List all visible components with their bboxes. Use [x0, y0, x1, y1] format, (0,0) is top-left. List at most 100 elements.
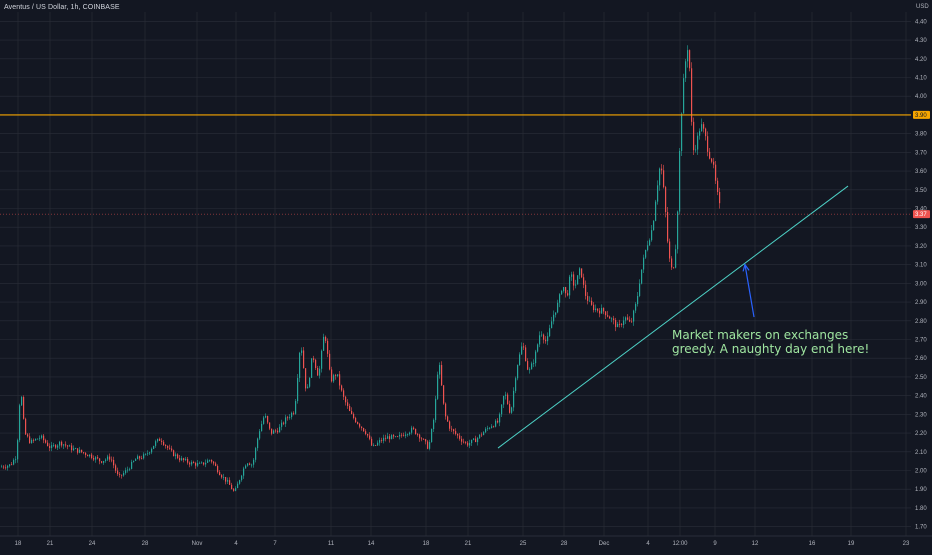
candle-body [483, 432, 485, 436]
candle-body [217, 465, 219, 473]
candle-body [191, 462, 193, 465]
time-tick-label: 9 [713, 541, 717, 547]
price-tick-label: 3.70 [915, 150, 927, 156]
time-tick-label: 7 [273, 541, 277, 547]
candle-body [171, 448, 173, 451]
candles [1, 45, 721, 492]
candle-body [685, 61, 687, 79]
candle-body [183, 458, 185, 460]
candle-body [595, 308, 597, 311]
candle-body [591, 300, 593, 305]
annotation-arrow[interactable] [744, 264, 755, 318]
candle-body [389, 436, 391, 440]
candle-body [511, 407, 513, 413]
candle-body [585, 284, 587, 296]
candle-body [233, 489, 235, 491]
candle-body [259, 431, 261, 439]
candle-body [321, 350, 323, 369]
candle-body [391, 435, 393, 440]
candle-body [425, 439, 427, 442]
candle-body [339, 374, 341, 386]
candle-body [561, 290, 563, 295]
candle-body [667, 212, 669, 242]
time-tick-label: Dec [599, 541, 610, 547]
candle-body [531, 363, 533, 370]
candle-body [609, 316, 611, 319]
candle-body [225, 476, 227, 482]
candle-body [613, 318, 615, 321]
candle-body [303, 350, 305, 369]
candle-body [537, 344, 539, 352]
candle-body [275, 430, 277, 432]
price-axis-panel[interactable] [911, 0, 932, 550]
candle-body [509, 403, 511, 413]
candle-body [471, 439, 473, 444]
annotation-text[interactable]: Market makers on exchanges greedy. A nau… [672, 328, 869, 356]
candle-body [661, 168, 663, 171]
candle-body [489, 427, 491, 429]
candle-body [143, 454, 145, 459]
candle-body [57, 445, 59, 448]
candle-body [187, 458, 189, 463]
price-tick-label: 2.80 [915, 319, 927, 325]
candle-body [167, 446, 169, 448]
candle-body [541, 334, 543, 336]
candle-body [413, 427, 415, 429]
time-tick-label: 25 [520, 541, 527, 547]
candle-body [365, 431, 367, 435]
price-tick-label: 3.00 [915, 281, 927, 287]
candle-body [313, 358, 315, 360]
candle-body [715, 164, 717, 181]
candle-body [25, 418, 27, 435]
candle-body [73, 448, 75, 451]
candle-body [657, 185, 659, 202]
price-tick-label: 3.80 [915, 132, 927, 138]
candle-body [381, 440, 383, 441]
candle-body [263, 417, 265, 424]
candle-body [17, 440, 19, 460]
candle-body [279, 426, 281, 433]
time-tick-label: 24 [89, 541, 96, 547]
candle-body [237, 483, 239, 489]
candle-body [371, 438, 373, 446]
price-tick-label: 3.40 [915, 207, 927, 213]
candle-body [181, 458, 183, 461]
candle-body [307, 386, 309, 389]
candle-body [287, 417, 289, 419]
annotation-line-2: greedy. A naughty day end here! [672, 342, 870, 356]
candle-body [523, 346, 525, 348]
time-tick-label: 18 [15, 541, 22, 547]
candle-body [481, 434, 483, 436]
candle-body [71, 445, 73, 451]
last-price-tag [913, 210, 930, 219]
candle-body [533, 363, 535, 364]
candle-body [621, 324, 623, 325]
candle-body [261, 423, 263, 432]
candle-body [79, 449, 81, 453]
trend-line[interactable] [497, 185, 849, 449]
candle-body [47, 442, 49, 446]
candle-body [239, 480, 241, 484]
candle-body [385, 437, 387, 439]
candle-body [529, 369, 531, 371]
candle-body [223, 476, 225, 478]
time-axis-panel[interactable] [0, 536, 932, 550]
candle-body [373, 445, 375, 446]
candle-body [641, 269, 643, 284]
candle-body [269, 422, 271, 429]
candle-body [289, 417, 291, 418]
symbol-title[interactable]: Aventus / US Dollar, 1h, COINBASE [4, 4, 120, 11]
candle-body [375, 445, 377, 446]
grid-lines [0, 12, 911, 536]
candle-body [469, 443, 471, 446]
candle-body [619, 323, 621, 325]
time-tick-label: 18 [423, 541, 430, 547]
candle-body [709, 151, 711, 159]
candle-body [407, 434, 409, 436]
candle-body [293, 412, 295, 414]
candle-body [671, 258, 673, 268]
candle-body [357, 422, 359, 424]
candle-body [665, 187, 667, 213]
